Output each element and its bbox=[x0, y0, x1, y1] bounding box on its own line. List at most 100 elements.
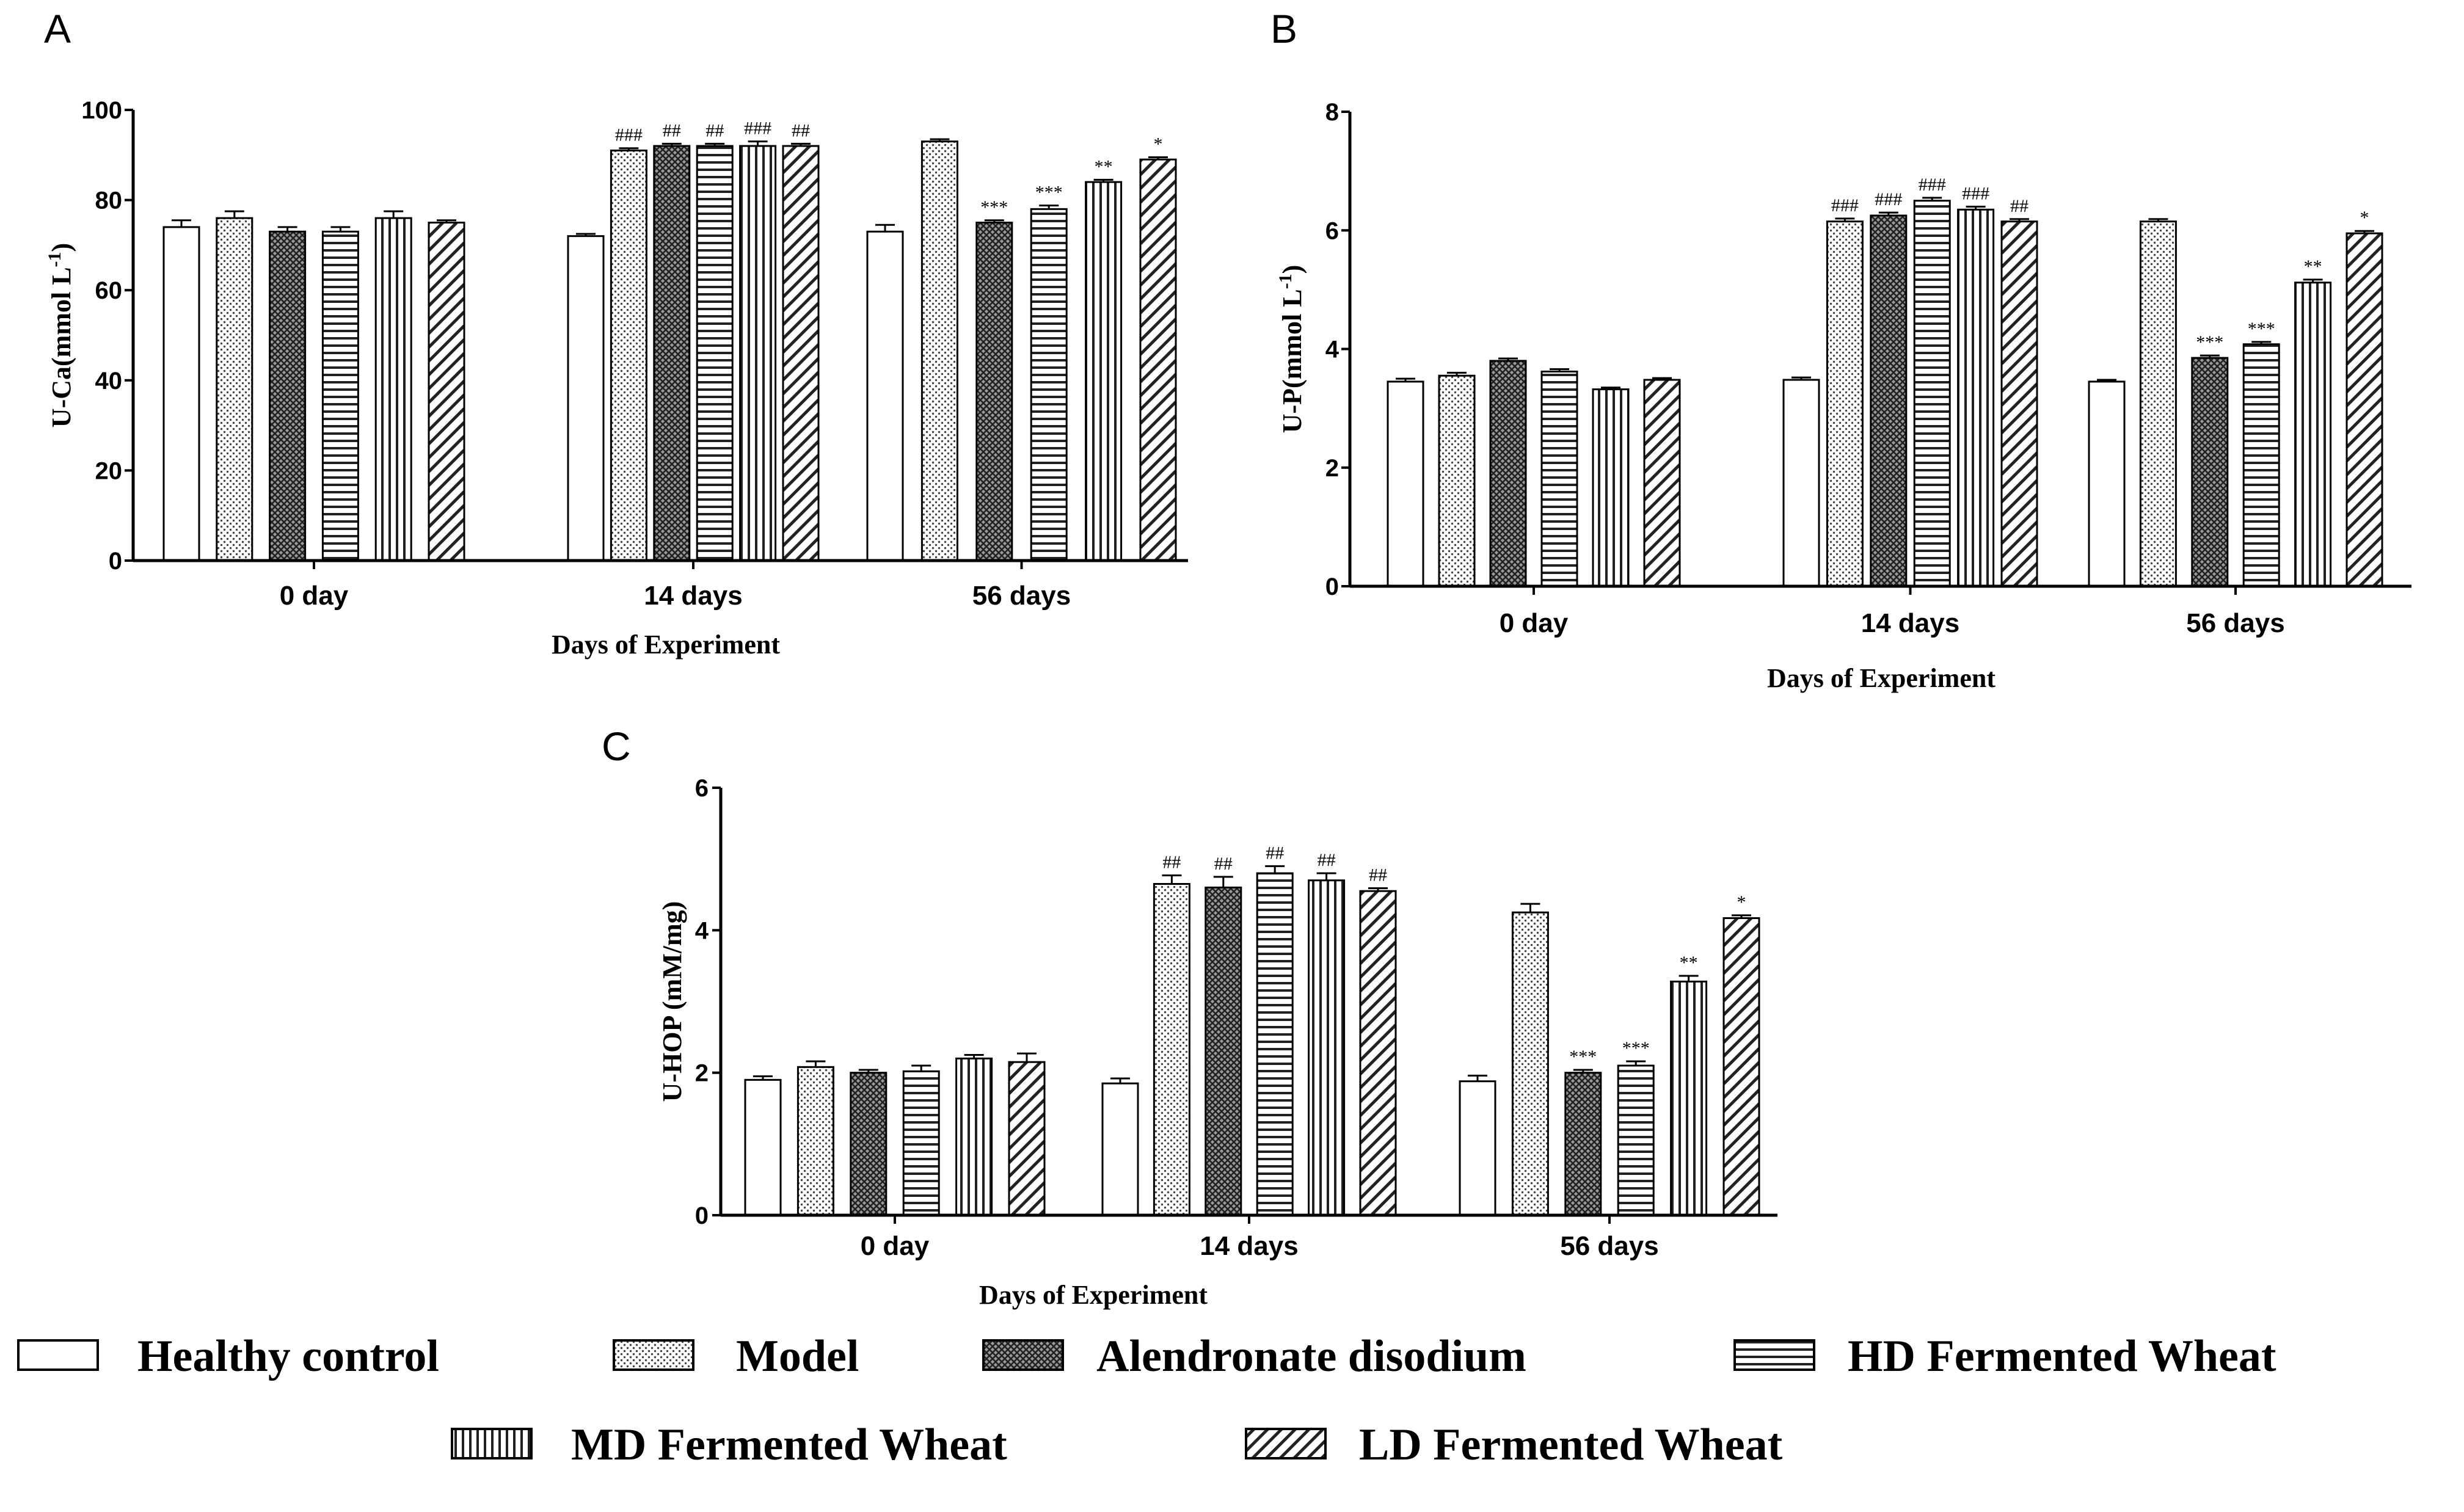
significance-label: ## bbox=[705, 120, 724, 140]
bar-a-1-4 bbox=[739, 145, 777, 562]
significance-label: ## bbox=[1162, 852, 1181, 873]
bar-c-1-4 bbox=[1308, 879, 1346, 1216]
y-tick-label: 0 bbox=[1325, 573, 1339, 600]
legend-label: Alendronate disodium bbox=[1096, 1331, 1526, 1381]
significance-label: * bbox=[1154, 134, 1163, 154]
significance-label: ## bbox=[1266, 843, 1284, 863]
bar-a-2-4 bbox=[1085, 181, 1123, 562]
bar-a-0-2 bbox=[269, 230, 307, 562]
significance-label: ## bbox=[1214, 854, 1233, 874]
legend-swatch bbox=[613, 1339, 694, 1371]
bar-b-1-0 bbox=[1782, 379, 1820, 587]
panel-label-c: C bbox=[602, 724, 631, 769]
bar-b-1-2 bbox=[1870, 214, 1908, 587]
category-label: 14 days bbox=[1200, 1231, 1298, 1261]
category-label: 14 days bbox=[1861, 608, 1959, 638]
legend-label: HD Fermented Wheat bbox=[1848, 1331, 2276, 1381]
significance-label: ### bbox=[1831, 195, 1859, 216]
x-axis-label: Days of Experiment bbox=[552, 630, 780, 660]
legend-swatch bbox=[1245, 1428, 1327, 1459]
bar-b-1-5 bbox=[2000, 220, 2038, 587]
bar-b-2-5 bbox=[2346, 232, 2383, 587]
significance-label: *** bbox=[1569, 1047, 1597, 1067]
significance-label: ### bbox=[1875, 189, 1902, 209]
category-label: 56 days bbox=[972, 581, 1071, 611]
bar-b-1-4 bbox=[1957, 208, 1995, 587]
legend-label: Model bbox=[736, 1331, 859, 1381]
bar-b-0-4 bbox=[1592, 388, 1630, 587]
bar-c-1-5 bbox=[1359, 890, 1397, 1216]
legend: Healthy control Model Alendronate disodium… bbox=[17, 1331, 2276, 1470]
significance-label: ## bbox=[663, 120, 681, 140]
bar-c-2-1 bbox=[1511, 911, 1549, 1216]
significance-label: ### bbox=[615, 125, 643, 145]
bar-c-1-1 bbox=[1153, 883, 1190, 1216]
significance-label: *** bbox=[1035, 182, 1063, 202]
panel-c-chart: C 0 day## #### ####14 days*** ******56 days… bbox=[602, 724, 1777, 1310]
significance-label: *** bbox=[980, 197, 1008, 217]
bar-c-1-3 bbox=[1256, 872, 1294, 1216]
y-tick-label: 60 bbox=[95, 277, 123, 304]
bar-a-2-1 bbox=[920, 140, 958, 562]
bar-c-0-0 bbox=[744, 1078, 782, 1216]
panel-label-a: A bbox=[44, 6, 71, 51]
bar-c-2-3 bbox=[1617, 1064, 1655, 1216]
legend-label: Healthy control bbox=[137, 1331, 439, 1381]
bar-b-1-1 bbox=[1826, 220, 1864, 587]
significance-label: ** bbox=[1095, 156, 1113, 176]
y-tick-label: 40 bbox=[95, 368, 123, 394]
legend-swatch bbox=[982, 1339, 1064, 1371]
bar-b-2-1 bbox=[2139, 220, 2177, 587]
significance-label: ## bbox=[2010, 196, 2028, 216]
panel-a-plot: 0 day### ## ## ### ##14 days*********56 days… bbox=[45, 97, 1188, 660]
y-tick-label: 8 bbox=[1325, 99, 1339, 126]
significance-label: * bbox=[2360, 208, 2369, 228]
bar-a-2-5 bbox=[1139, 158, 1177, 562]
significance-label: ** bbox=[2304, 256, 2322, 277]
category-label: 0 day bbox=[861, 1231, 930, 1261]
y-tick-label: 20 bbox=[95, 457, 123, 484]
bar-b-2-3 bbox=[2242, 343, 2280, 587]
bar-c-0-3 bbox=[902, 1070, 940, 1216]
bar-c-2-2 bbox=[1564, 1072, 1602, 1216]
bar-c-0-1 bbox=[796, 1066, 834, 1216]
significance-label: ## bbox=[1369, 865, 1387, 885]
panel-label-b: B bbox=[1270, 6, 1297, 51]
significance-label: ## bbox=[792, 120, 810, 140]
legend-swatch bbox=[1733, 1339, 1815, 1371]
significance-label: * bbox=[1737, 892, 1746, 912]
panel-b-plot: 0 day### ###### #####14 days*********56 da… bbox=[1275, 99, 2411, 693]
bar-a-0-4 bbox=[374, 217, 412, 562]
significance-label: *** bbox=[2196, 332, 2223, 352]
legend-swatch bbox=[451, 1428, 533, 1459]
bar-a-0-1 bbox=[216, 217, 253, 562]
bar-a-2-0 bbox=[866, 230, 904, 562]
bar-a-0-0 bbox=[162, 226, 200, 562]
bar-b-1-3 bbox=[1913, 200, 1951, 587]
bar-a-1-3 bbox=[696, 145, 734, 562]
x-axis-label: Days of Experiment bbox=[1767, 663, 1996, 693]
category-label: 14 days bbox=[644, 581, 742, 611]
significance-label: *** bbox=[2248, 319, 2275, 339]
panel-a-chart: A 0 day### ## ## ### ##14 days*********56 da… bbox=[44, 6, 1188, 660]
y-axis-label: U-P(mmol L-1) bbox=[1275, 265, 1307, 434]
y-tick-label: 80 bbox=[95, 187, 123, 214]
bar-b-0-0 bbox=[1387, 380, 1424, 587]
significance-label: ** bbox=[1680, 953, 1698, 973]
panel-b-chart: B 0 day### ###### #####14 days*********56 … bbox=[1270, 6, 2411, 693]
significance-label: ### bbox=[1919, 175, 1946, 195]
y-tick-label: 6 bbox=[1325, 217, 1339, 244]
bar-c-0-2 bbox=[850, 1072, 888, 1216]
y-tick-label: 4 bbox=[695, 917, 709, 944]
bar-b-0-3 bbox=[1540, 370, 1578, 587]
category-label: 0 day bbox=[280, 581, 349, 611]
bar-a-1-2 bbox=[653, 145, 691, 562]
bar-b-2-0 bbox=[2088, 380, 2126, 587]
panel-c-plot: 0 day## #### ####14 days*** ******56 days02… bbox=[657, 775, 1777, 1310]
bar-a-1-0 bbox=[567, 235, 605, 562]
bar-a-0-5 bbox=[428, 222, 465, 562]
y-tick-label: 0 bbox=[695, 1202, 709, 1229]
significance-label: ### bbox=[744, 118, 771, 139]
y-tick-label: 2 bbox=[695, 1060, 709, 1087]
